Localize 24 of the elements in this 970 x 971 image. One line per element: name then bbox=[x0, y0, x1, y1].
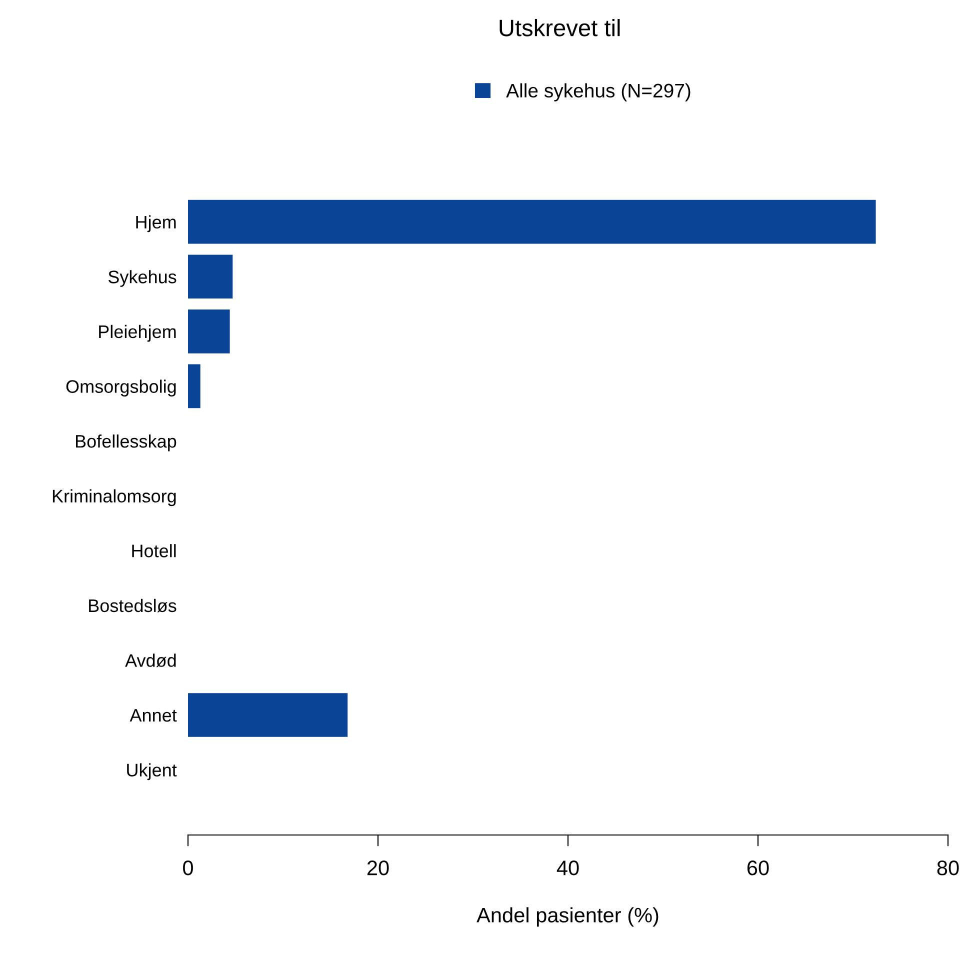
x-tick-label: 20 bbox=[367, 860, 389, 876]
y-tick-label: Sykehus bbox=[108, 270, 176, 287]
x-tick-label: 40 bbox=[556, 860, 579, 876]
y-tick-label: Omsorgsbolig bbox=[66, 380, 176, 397]
x-axis-title: Andel pasienter (%) bbox=[476, 907, 658, 927]
y-tick-label: Hjem bbox=[136, 215, 176, 232]
legend-label: Alle sykehus (N=297) bbox=[506, 83, 690, 102]
y-tick-label: Ukjent bbox=[127, 763, 177, 780]
x-tick-label: 80 bbox=[937, 860, 959, 876]
x-tick-label: 0 bbox=[183, 860, 193, 876]
y-tick-label: Avdød bbox=[125, 654, 176, 668]
bar bbox=[188, 693, 348, 737]
y-tick-label: Annet bbox=[130, 709, 177, 722]
y-tick-label: Hotell bbox=[132, 544, 176, 558]
y-tick-label: Kriminalomsorg bbox=[52, 489, 176, 506]
bar bbox=[188, 364, 200, 408]
y-tick-label: Bofellesskap bbox=[76, 434, 176, 452]
bar bbox=[188, 254, 233, 299]
y-tick-label: Pleiehjem bbox=[99, 324, 176, 342]
bar bbox=[188, 200, 876, 244]
bar bbox=[188, 310, 230, 354]
x-tick-label: 60 bbox=[747, 860, 769, 876]
y-tick-label: Bostedsløs bbox=[89, 598, 176, 612]
chart-title: Utskrevet til bbox=[500, 18, 620, 36]
